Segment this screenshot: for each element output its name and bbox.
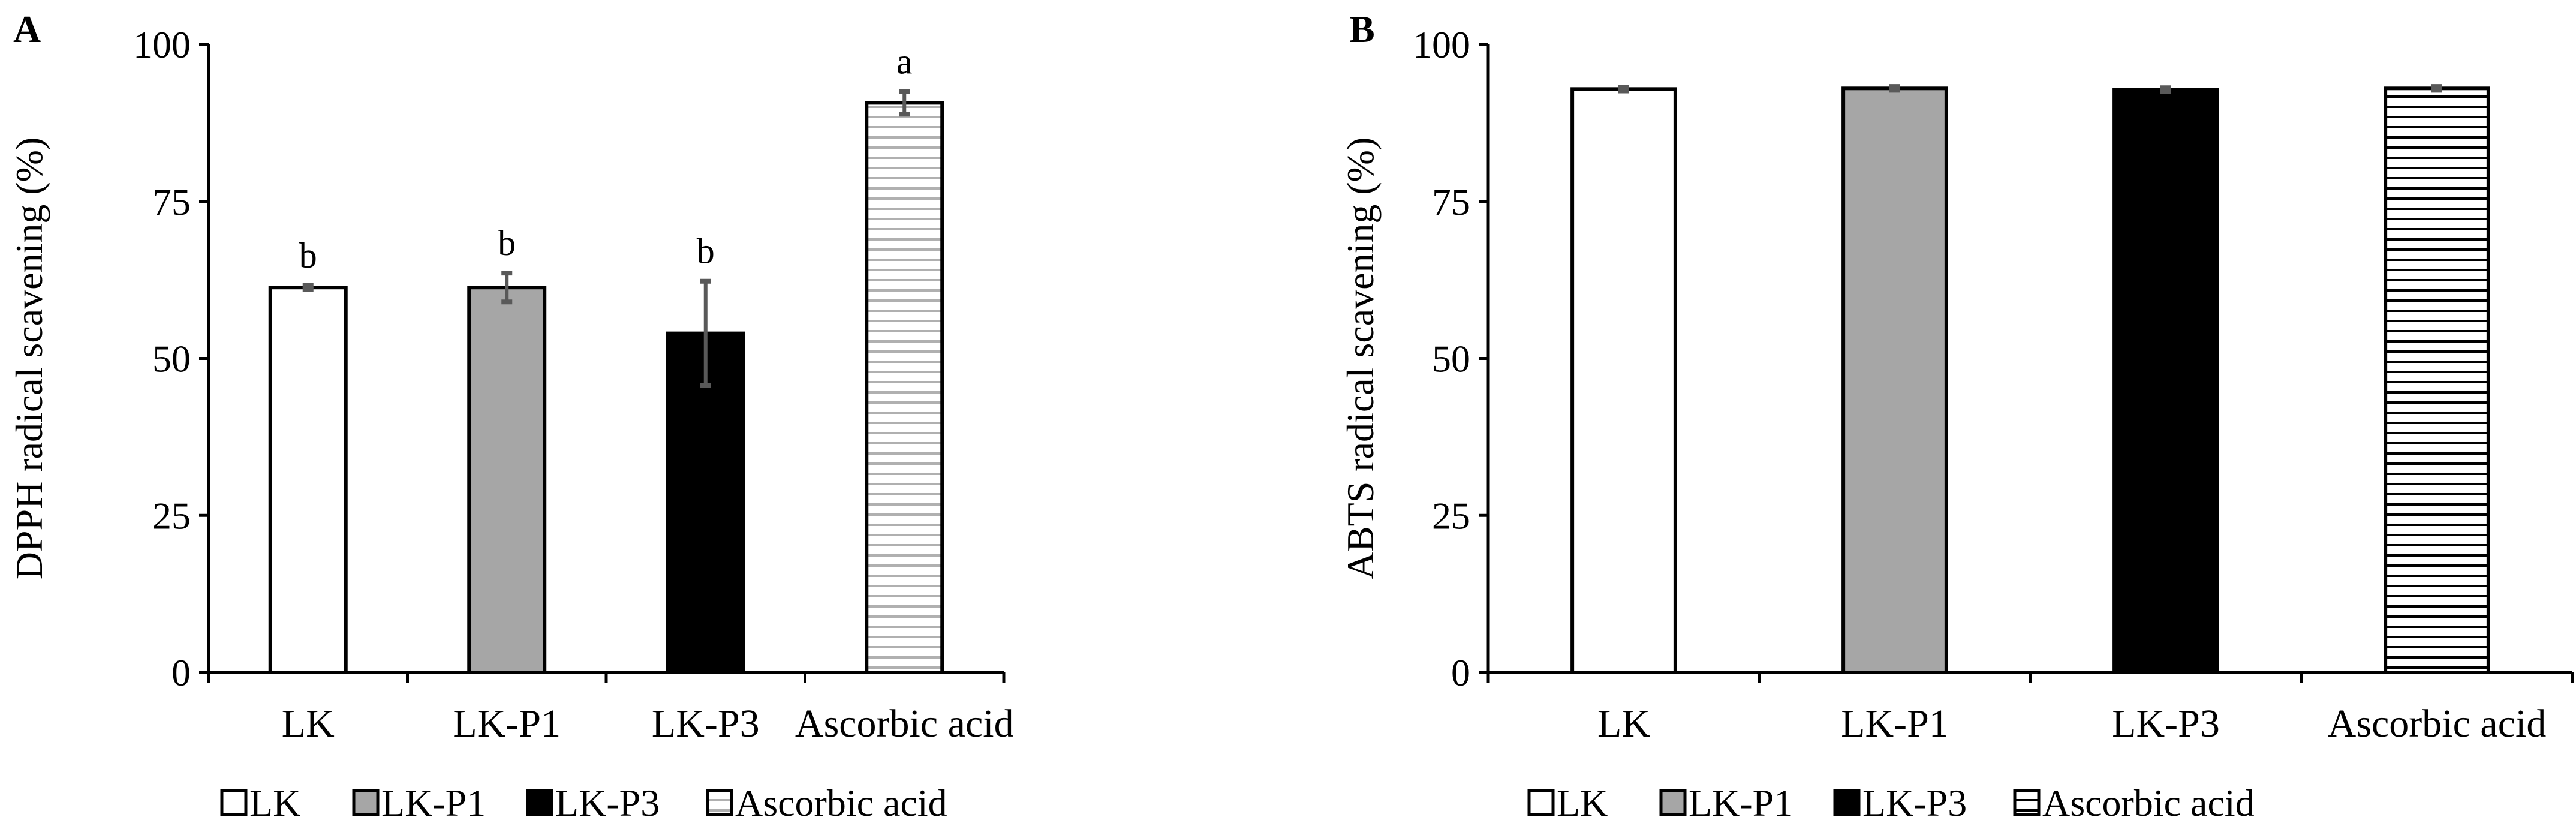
panel-label: A [13,8,41,50]
x-tick-label: Ascorbic acid [795,702,1014,746]
y-tick-label: 50 [1432,338,1470,380]
chart-panel-a: A 0 25 50 75 100 DPPH radical scavening (%) b LK… [8,8,1014,824]
x-tick-label: LK [282,702,335,746]
legend-swatch [1833,789,1861,816]
y-tick-label: 75 [1432,181,1470,223]
bar-lk-p3 [666,331,745,674]
bar-lk [1570,87,1677,675]
x-tick-label: LK-P1 [453,702,561,746]
y-tick-label: 75 [152,181,191,223]
y-tick-label: 100 [1413,23,1470,66]
y-tick-label: 50 [152,338,191,380]
y-tick-label: 0 [171,651,191,694]
x-tick-label: LK-P3 [2112,702,2220,746]
significance-letter: b [299,236,317,275]
x-tick-label: LK [1597,702,1650,746]
panel-label: B [1349,8,1375,50]
significance-letter: b [498,223,516,263]
significance-letter: b [697,232,715,271]
bar-lk-p1 [1841,86,1948,675]
legend-label: LK-P3 [1862,782,1967,824]
y-tick-label: 25 [152,494,191,537]
y-axis-label: DPPH radical scavening (%) [8,137,50,580]
legend-label: Ascorbic acid [2042,782,2255,824]
x-tick-label: Ascorbic acid [2328,702,2547,746]
legend-swatch [1659,789,1687,816]
bar-lk-p3 [2112,88,2219,675]
legend-swatch [1527,789,1555,816]
legend-label: LK [1557,782,1608,824]
y-axis-label: ABTS radical scavening (%) [1339,137,1382,580]
legend-label: LK [249,782,300,824]
legend-label: Ascorbic acid [735,782,947,824]
legend-label: LK-P1 [381,782,486,824]
legend-swatch [526,789,553,816]
bar-lk [268,286,348,674]
legend-label: LK-P3 [555,782,660,824]
y-tick-label: 0 [1451,651,1470,694]
bar-ascorbic-acid [865,101,944,675]
legend-label: LK-P1 [1689,782,1793,824]
chart-panel-b: B 0 25 50 75 100 ABTS radical scavening (%) LK L… [1339,8,2574,824]
legend-swatch [220,789,248,816]
y-tick-label: 100 [133,23,191,66]
significance-letter: a [896,42,913,82]
bar-lk-p1 [467,286,547,674]
legend-swatch [2013,789,2041,816]
bar-ascorbic-acid [2384,86,2490,675]
y-tick-label: 25 [1432,494,1470,537]
legend-swatch [352,789,380,816]
x-tick-label: LK-P1 [1841,702,1949,746]
legend-swatch [706,789,733,816]
x-tick-label: LK-P3 [652,702,760,746]
